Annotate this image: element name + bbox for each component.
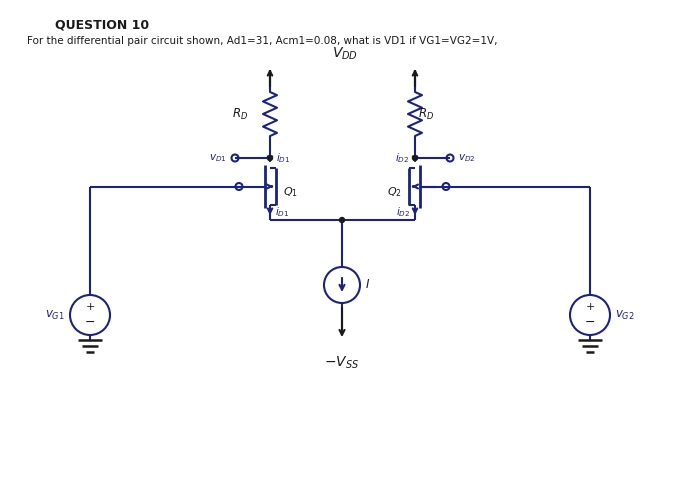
Text: $Q_1$: $Q_1$: [283, 185, 298, 200]
Text: $v_{G1}$: $v_{G1}$: [45, 308, 65, 322]
Text: $i_{D2}$: $i_{D2}$: [396, 205, 410, 219]
Text: $V_{DD}$: $V_{DD}$: [332, 45, 358, 62]
Text: $v_{D2}$: $v_{D2}$: [458, 152, 475, 164]
Text: $I$: $I$: [365, 279, 370, 291]
Circle shape: [267, 156, 273, 161]
Circle shape: [412, 156, 418, 161]
Text: QUESTION 10: QUESTION 10: [55, 18, 149, 31]
Text: $R_D$: $R_D$: [418, 106, 434, 122]
Text: $i_{D1}$: $i_{D1}$: [275, 205, 289, 219]
Text: $-V_{SS}$: $-V_{SS}$: [324, 355, 359, 371]
Text: +: +: [585, 303, 595, 312]
Text: For the differential pair circuit shown, Ad1=31, Acm1=0.08, what is VD1 if VG1=V: For the differential pair circuit shown,…: [27, 36, 497, 46]
Text: $Q_2$: $Q_2$: [387, 185, 402, 200]
Text: $i_{D1}$: $i_{D1}$: [276, 151, 291, 165]
Text: −: −: [85, 316, 95, 329]
Text: −: −: [585, 316, 595, 329]
Text: $i_{D2}$: $i_{D2}$: [394, 151, 409, 165]
Circle shape: [339, 218, 344, 223]
Text: $v_{D1}$: $v_{D1}$: [210, 152, 227, 164]
Text: +: +: [85, 303, 95, 312]
Text: $R_D$: $R_D$: [232, 106, 248, 122]
Text: $v_{G2}$: $v_{G2}$: [615, 308, 635, 322]
